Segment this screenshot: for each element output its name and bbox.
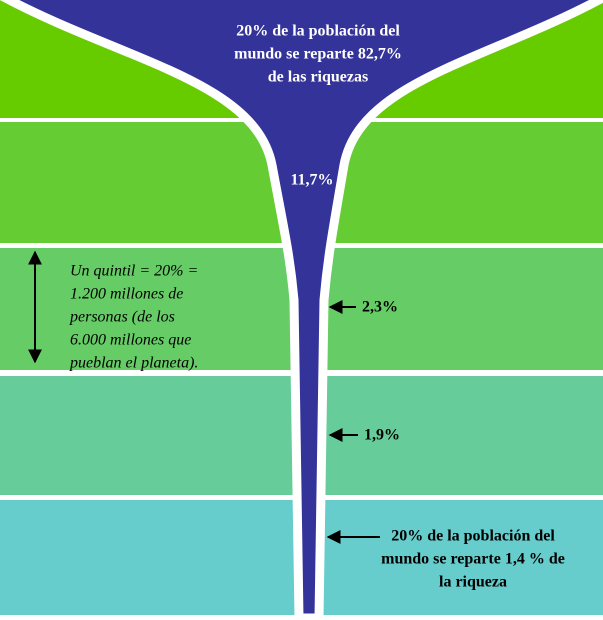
mid-label: 11,7% xyxy=(290,172,333,189)
side-label: 2,3% xyxy=(362,299,398,316)
note-line: 6.000 millones que xyxy=(70,332,191,349)
side-label: 1,9% xyxy=(364,427,400,444)
top-label: mundo se reparte 82,7% xyxy=(234,46,402,63)
bottom-label: 20% de la población del xyxy=(391,528,555,545)
bottom-label: la riqueza xyxy=(439,574,507,591)
bottom-label: mundo se reparte 1,4 % de xyxy=(381,551,565,568)
diagram: 20% de la población del mundo se reparte… xyxy=(0,0,603,620)
top-label: de las riquezas xyxy=(268,69,368,86)
note-line: Un quintil = 20% = xyxy=(70,263,198,280)
note-line: pueblan el planeta). xyxy=(69,355,198,372)
top-label: 20% de la población del xyxy=(236,23,400,40)
note-line: 1.200 millones de xyxy=(70,286,183,303)
note-line: personas (de los xyxy=(69,309,175,326)
